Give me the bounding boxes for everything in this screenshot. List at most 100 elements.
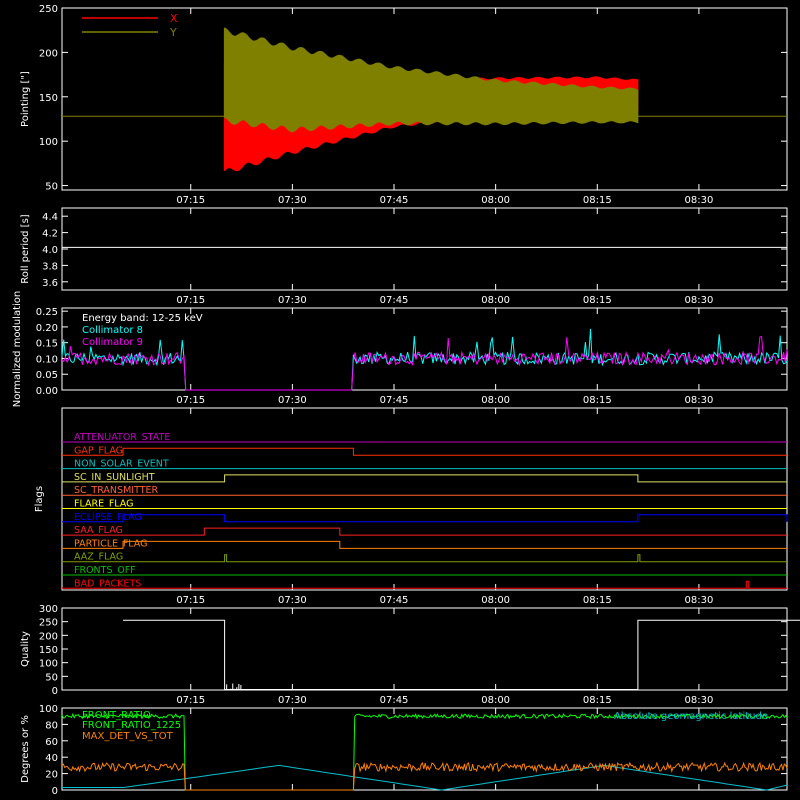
flags-xticks: 07:15 07:30 07:45 08:00 08:15 08:30: [176, 408, 713, 606]
x-tick-label: 07:30: [278, 295, 307, 306]
y-tick-label: 0: [52, 786, 58, 797]
y-tick-label: 4.2: [42, 229, 58, 240]
y-tick-label: 200: [39, 48, 58, 59]
flag-line: [62, 554, 787, 563]
y-tick-label: 0: [52, 686, 58, 697]
x-tick-label: 08:30: [685, 595, 714, 606]
energy-band-label: Energy band: 12-25 keV: [82, 313, 203, 324]
quality-series: [123, 619, 800, 690]
x-tick-label: 07:45: [380, 595, 409, 606]
y-tick-label: 100: [39, 659, 58, 670]
flag-label: SC_TRANSMITTER: [74, 485, 159, 496]
flag-line: [62, 527, 787, 536]
quality-yticks: 0 50 100 150 200 250 300: [39, 604, 787, 697]
ratios-panel: Degrees or % 0 20 40 60 80 100 FRONT_RATIO FR…: [20, 704, 788, 797]
flag-label: SAA_FLAG: [74, 525, 123, 536]
x-tick-label: 08:15: [583, 395, 612, 406]
x-tick-label: 08:30: [685, 695, 714, 706]
legend-x-label: X: [170, 12, 178, 25]
y-tick-label: 4.4: [42, 212, 58, 223]
ratios-ylabel: Degrees or %: [20, 715, 31, 783]
flag-line: [62, 447, 787, 456]
x-tick-label: 08:30: [685, 195, 714, 206]
pointing-y-series: [223, 27, 639, 133]
x-tick-label: 07:30: [278, 195, 307, 206]
ratios-yticks: 0 20 40 60 80 100: [39, 704, 787, 797]
y-tick-label: 20: [45, 770, 58, 781]
x-tick-label: 07:45: [380, 395, 409, 406]
pointing-ylabel: Pointing ["]: [20, 71, 31, 127]
y-tick-label: 150: [39, 93, 58, 104]
y-tick-label: 250: [39, 618, 58, 629]
x-tick-label: 07:30: [278, 595, 307, 606]
pointing-xticks: 07:15 07:30 07:45 08:00 08:15 08:30: [176, 8, 713, 206]
collimator-9-series: [61, 336, 788, 391]
x-tick-label: 08:15: [583, 595, 612, 606]
y-tick-label: 200: [39, 631, 58, 642]
y-tick-label: 0.00: [36, 386, 58, 397]
quality-series-line: [123, 619, 800, 690]
collimator-8-label: Collimator 8: [82, 325, 143, 336]
flag-label: NON_SOLAR_EVENT: [74, 459, 169, 470]
front-ratio-series: [61, 712, 788, 791]
x-tick-label: 08:00: [481, 595, 510, 606]
y-tick-label: 0.10: [36, 354, 58, 365]
modulation-yticks: 0.00 0.05 0.10 0.15 0.20 0.25: [36, 307, 787, 397]
x-tick-label: 08:30: [685, 295, 714, 306]
flag-label: ECLIPSE_FLAG: [74, 512, 142, 523]
flag-label: GAP_FLAG: [74, 445, 123, 456]
y-tick-label: 100: [39, 704, 58, 715]
x-tick-label: 07:45: [380, 695, 409, 706]
ratios-axes: [61, 707, 788, 791]
modulation-xticks: 07:15 07:30 07:45 08:00 08:15 08:30: [176, 308, 713, 406]
y-tick-label: 150: [39, 645, 58, 656]
flag-label: FRONTS_OFF: [74, 565, 136, 576]
quality-ylabel: Quality: [20, 631, 31, 667]
flag-label: ATTENUATOR_STATE: [74, 432, 170, 443]
x-tick-label: 07:30: [278, 695, 307, 706]
flag-line: [62, 580, 787, 589]
y-tick-label: 0.25: [36, 307, 58, 318]
front-ratio-1225-label: FRONT_RATIO_1225: [82, 720, 181, 731]
x-tick-label: 07:15: [176, 295, 205, 306]
flag-label: SC_IN_SUNLIGHT: [74, 472, 155, 483]
flags-ylabel: Flags: [34, 486, 45, 512]
y-tick-label: 3.8: [42, 261, 58, 272]
legend-y-label: Y: [169, 26, 177, 39]
ratios-series: [61, 708, 788, 791]
x-tick-label: 08:00: [481, 295, 510, 306]
flag-line: [62, 474, 787, 483]
flag-label: FLARE_FLAG: [74, 499, 134, 510]
flag-label: BAD_PACKETS: [74, 578, 141, 589]
latitude-label: Absolute geomagnetic latitude: [614, 711, 768, 722]
x-tick-label: 08:15: [583, 295, 612, 306]
quality-xticks: 07:15 07:30 07:45 08:00 08:15 08:30: [176, 608, 713, 706]
y-tick-label: 50: [45, 672, 58, 683]
pointing-legend: X Y: [82, 12, 178, 39]
roll-ylabel: Roll period [s]: [20, 214, 31, 283]
y-tick-label: 4.0: [42, 245, 58, 256]
x-tick-label: 07:15: [176, 195, 205, 206]
modulation-ylabel: Normalized modulation: [12, 291, 23, 408]
flag-label: PARTICLE_FLAG: [74, 538, 147, 549]
y-tick-label: 40: [45, 753, 58, 764]
y-tick-label: 250: [39, 4, 58, 15]
max-det-series: [61, 761, 788, 791]
flag-line: [62, 540, 787, 549]
latitude-series: [62, 764, 788, 791]
x-tick-label: 07:15: [176, 695, 205, 706]
x-tick-label: 07:45: [380, 195, 409, 206]
flag-line: [62, 514, 788, 523]
roll-xticks: 07:15 07:30 07:45 08:00 08:15 08:30: [176, 208, 713, 306]
max-det-label: MAX_DET_VS_TOT: [82, 731, 174, 742]
modulation-panel: Normalized modulation 0.000.050.100.150.…: [12, 291, 788, 408]
x-tick-label: 08:00: [481, 695, 510, 706]
front-ratio-label: FRONT_RATIO: [82, 710, 151, 721]
pointing-series: [62, 27, 787, 172]
modulation-axes: [61, 307, 788, 391]
y-tick-label: 60: [45, 737, 58, 748]
roll-yticks: 3.6 3.8 4.0 4.2 4.4: [42, 212, 787, 289]
x-tick-label: 08:30: [685, 395, 714, 406]
